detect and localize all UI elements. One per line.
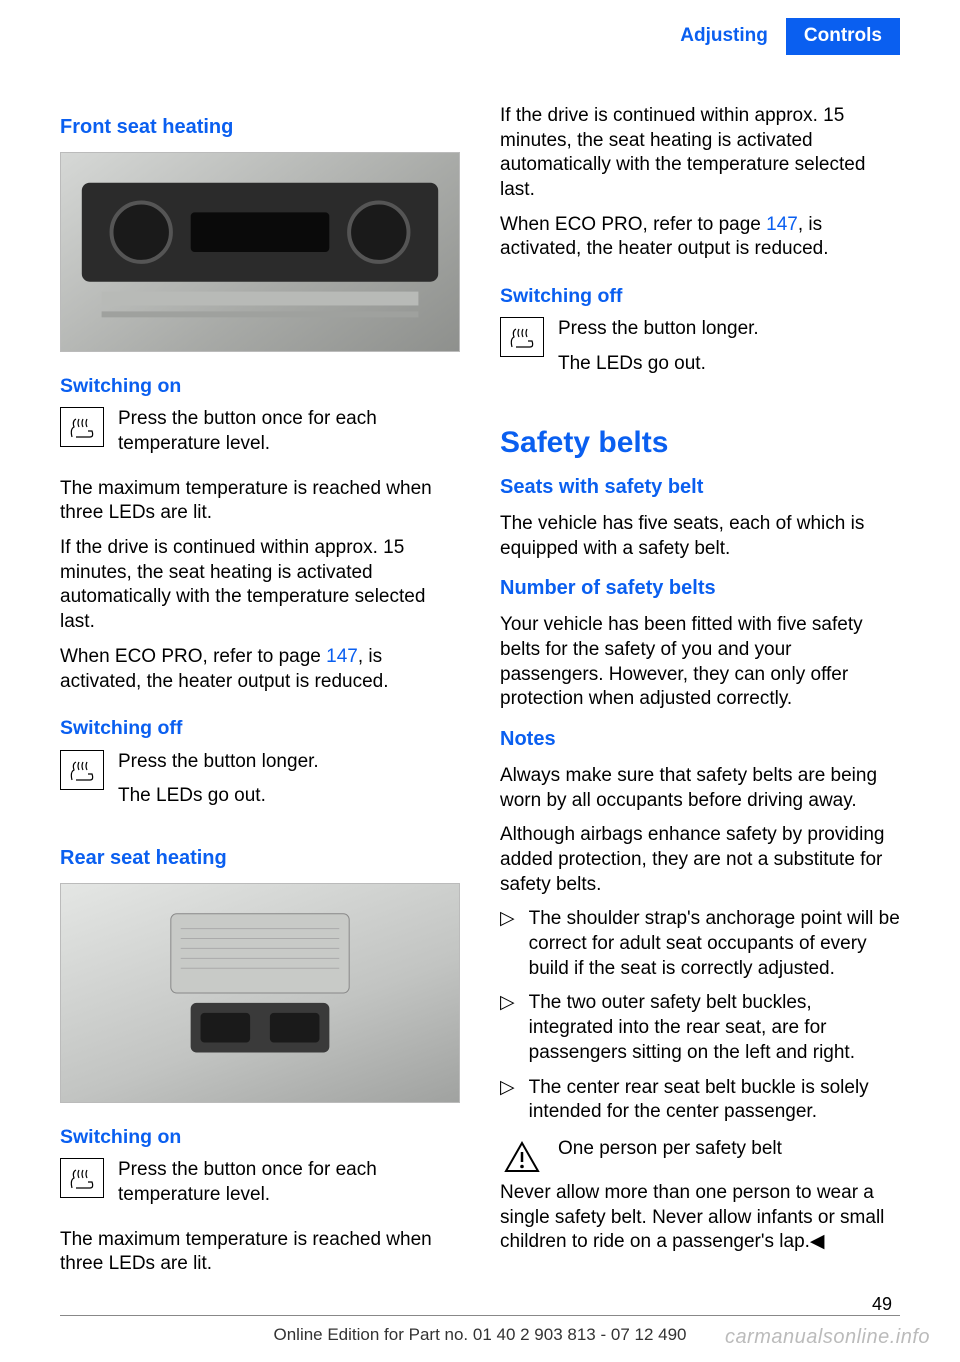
- page-content: Front seat heating Switching on: [0, 60, 960, 1287]
- eco-pre: When ECO PRO, refer to page: [500, 214, 766, 235]
- text-drive-continued-front: If the drive is continued within approx.…: [60, 536, 460, 635]
- watermark-text: carmanualsonline.info: [725, 1324, 930, 1350]
- right-column: If the drive is continued within approx.…: [500, 100, 900, 1287]
- warning-body: Never allow more than one person to wear…: [500, 1181, 900, 1255]
- image-rear-console: [60, 883, 460, 1103]
- text-airbags: Although airbags enhance safety by provi…: [500, 823, 900, 897]
- heading-number-belts: Number of safety belts: [500, 575, 900, 601]
- heading-seats-safety-belt: Seats with safety belt: [500, 474, 900, 500]
- bullet-text: The center rear seat belt buckle is sole…: [529, 1076, 900, 1125]
- seat-heat-icon: [60, 407, 104, 447]
- switch-off-text-block: Press the button longer. The LEDs go out…: [558, 317, 759, 386]
- triangle-bullet-icon: ▷: [500, 907, 515, 981]
- list-item: ▷ The center rear seat belt buckle is so…: [500, 1076, 900, 1125]
- left-column: Front seat heating Switching on: [60, 100, 460, 1287]
- heading-rear-seat-heating: Rear seat heating: [60, 845, 460, 871]
- seat-heat-icon: [500, 317, 544, 357]
- text-press-temp-rear: Press the button once for each temperatu…: [118, 1158, 460, 1207]
- icon-row-press-temp-front: Press the button once for each temperatu…: [60, 407, 460, 466]
- text-eco-pro-front: When ECO PRO, refer to page 147, is acti…: [60, 645, 460, 694]
- seat-heat-icon: [60, 750, 104, 790]
- eco-pre: When ECO PRO, refer to page: [60, 646, 326, 667]
- image-climate-panel: [60, 152, 460, 352]
- notes-bullet-list: ▷ The shoulder strap's anchorage point w…: [500, 907, 900, 1125]
- bullet-text: The two outer safety belt buckles, integ…: [529, 991, 900, 1065]
- heading-switching-on-rear: Switching on: [60, 1125, 460, 1150]
- icon-row-switch-off-right: Press the button longer. The LEDs go out…: [500, 317, 900, 386]
- tab-controls: Controls: [786, 18, 900, 55]
- heading-front-seat-heating: Front seat heating: [60, 114, 460, 140]
- warning-title: One person per safety belt: [558, 1137, 782, 1162]
- climate-panel-illustration: [61, 153, 459, 351]
- icon-row-switch-off-front: Press the button longer. The LEDs go out…: [60, 750, 460, 819]
- text-drive-continued-right: If the drive is continued within approx.…: [500, 104, 900, 203]
- seat-heat-icon: [60, 1158, 104, 1198]
- page-number: 49: [872, 1293, 892, 1316]
- heading-switching-off-right: Switching off: [500, 284, 900, 309]
- page-link-147[interactable]: 147: [766, 214, 798, 235]
- text-max-temp-front: The maximum temperature is reached when …: [60, 477, 460, 526]
- footer-divider: [60, 1315, 900, 1316]
- list-item: ▷ The two outer safety belt buckles, int…: [500, 991, 900, 1065]
- text-leds-out-front: The LEDs go out.: [118, 784, 319, 809]
- text-number-belts: Your vehicle has been fitted with five s…: [500, 613, 900, 712]
- switch-off-text-block: Press the button longer. The LEDs go out…: [118, 750, 319, 819]
- heading-switching-off-front: Switching off: [60, 716, 460, 741]
- list-item: ▷ The shoulder strap's anchorage point w…: [500, 907, 900, 981]
- page-header: Adjusting Controls: [0, 0, 960, 60]
- rear-console-illustration: [61, 884, 459, 1102]
- text-eco-pro-right: When ECO PRO, refer to page 147, is acti…: [500, 213, 900, 262]
- icon-row-press-temp-rear: Press the button once for each temperatu…: [60, 1158, 460, 1217]
- text-press-temp-front: Press the button once for each temperatu…: [118, 407, 460, 456]
- text-five-seats: The vehicle has five seats, each of whic…: [500, 512, 900, 561]
- bullet-text: The shoulder strap's anchorage point wil…: [529, 907, 900, 981]
- heading-switching-on-front: Switching on: [60, 374, 460, 399]
- text-leds-out-right: The LEDs go out.: [558, 352, 759, 377]
- text-press-longer-right: Press the button longer.: [558, 317, 759, 342]
- warning-block: One person per safety belt: [500, 1137, 900, 1177]
- header-tabs: Adjusting Controls: [662, 18, 900, 55]
- page-link-147[interactable]: 147: [326, 646, 358, 667]
- heading-notes: Notes: [500, 726, 900, 752]
- triangle-bullet-icon: ▷: [500, 991, 515, 1065]
- warning-icon: [500, 1137, 544, 1177]
- text-max-temp-rear: The maximum temperature is reached when …: [60, 1228, 460, 1277]
- tab-adjusting: Adjusting: [662, 18, 786, 55]
- text-always-worn: Always make sure that safety belts are b…: [500, 764, 900, 813]
- text-press-longer-front: Press the button longer.: [118, 750, 319, 775]
- triangle-bullet-icon: ▷: [500, 1076, 515, 1125]
- heading-safety-belts: Safety belts: [500, 423, 900, 462]
